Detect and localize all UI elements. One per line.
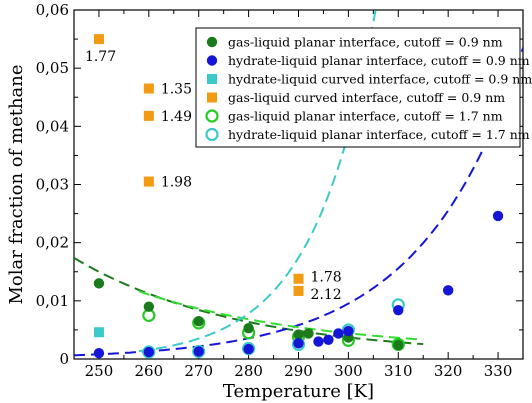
point-label: 1.98 [161,175,192,191]
x-tick-label: 280 [234,362,263,380]
data-point [143,83,154,94]
point-label: 1.78 [311,270,342,286]
data-point [492,210,504,222]
legend-marker [207,92,217,103]
data-point [143,176,154,187]
x-tick-label: 270 [184,362,213,380]
x-tick-label: 260 [135,362,164,380]
x-tick-label: 320 [434,362,463,380]
y-tick-label: 0,02 [36,234,69,252]
legend-label: hydrate-liquid planar interface, cutoff … [228,53,530,68]
point-label: 2.12 [311,287,342,303]
legend-label: hydrate-liquid planar interface, cutoff … [228,127,530,142]
legend-box [195,27,521,148]
legend-marker [206,36,218,48]
data-point [323,334,334,346]
data-point [143,301,155,312]
plot-axes: 250 260 270 280 290 300 310 320 330 0 0,01 0,02 0,03… [36,1,524,380]
data-point [192,344,206,359]
legend-label: gas-liquid planar interface, cutoff = 0.… [228,35,503,50]
data-point [143,346,155,358]
data-point [93,278,105,289]
data-point [343,325,354,337]
data-point [243,322,254,334]
legend-marker [207,74,217,84]
point-annotations: 1.77 1.35 1.49 1.98 1.782.12 [85,49,342,303]
x-tick-label: 250 [85,362,114,380]
y-tick-label: 0,05 [36,59,69,77]
y-tick-label: 0,01 [36,292,69,310]
point-label: 1.77 [85,49,116,65]
data-point [442,285,454,296]
point-label: 1.35 [161,82,192,98]
trend-line [138,290,424,341]
data-point [293,273,304,284]
data-point [193,346,204,357]
x-tick-label: 330 [484,362,513,380]
data-point [193,315,204,327]
data-markers [93,34,504,359]
data-point [142,345,156,359]
data-point [393,304,404,316]
point-label: 1.49 [161,109,192,125]
data-point [243,343,254,355]
data-point [93,327,104,338]
legend-marker [206,55,218,66]
data-point [93,347,105,359]
data-point [293,338,304,349]
data-point [293,329,304,340]
data-point [93,34,104,45]
x-tick-label: 290 [284,362,313,380]
y-tick-label: 0,03 [36,176,69,194]
legend-marker [205,127,219,142]
y-tick-label: 0 [59,350,69,368]
data-point [143,110,154,121]
data-point [333,328,344,339]
x-tick-label: 310 [384,362,413,380]
legend-label: gas-liquid planar interface, cutoff = 1.… [228,109,503,124]
x-tick-label: 300 [334,362,363,380]
y-axis-title: Molar fraction of methane [6,64,27,304]
x-axis-title: Temperature [K] [223,381,374,402]
y-tick-label: 0,04 [36,117,69,135]
legend: gas-liquid planar interface, cutoff = 0.… [195,27,532,148]
data-point [303,328,314,339]
data-point [313,336,324,347]
legend-marker [205,109,219,123]
legend-label: gas-liquid curved interface, cutoff = 0.… [228,90,505,105]
legend-label: hydrate-liquid curved interface, cutoff … [228,72,532,87]
y-tick-label: 0,06 [36,1,69,19]
data-point [293,285,304,296]
data-point [393,339,404,351]
